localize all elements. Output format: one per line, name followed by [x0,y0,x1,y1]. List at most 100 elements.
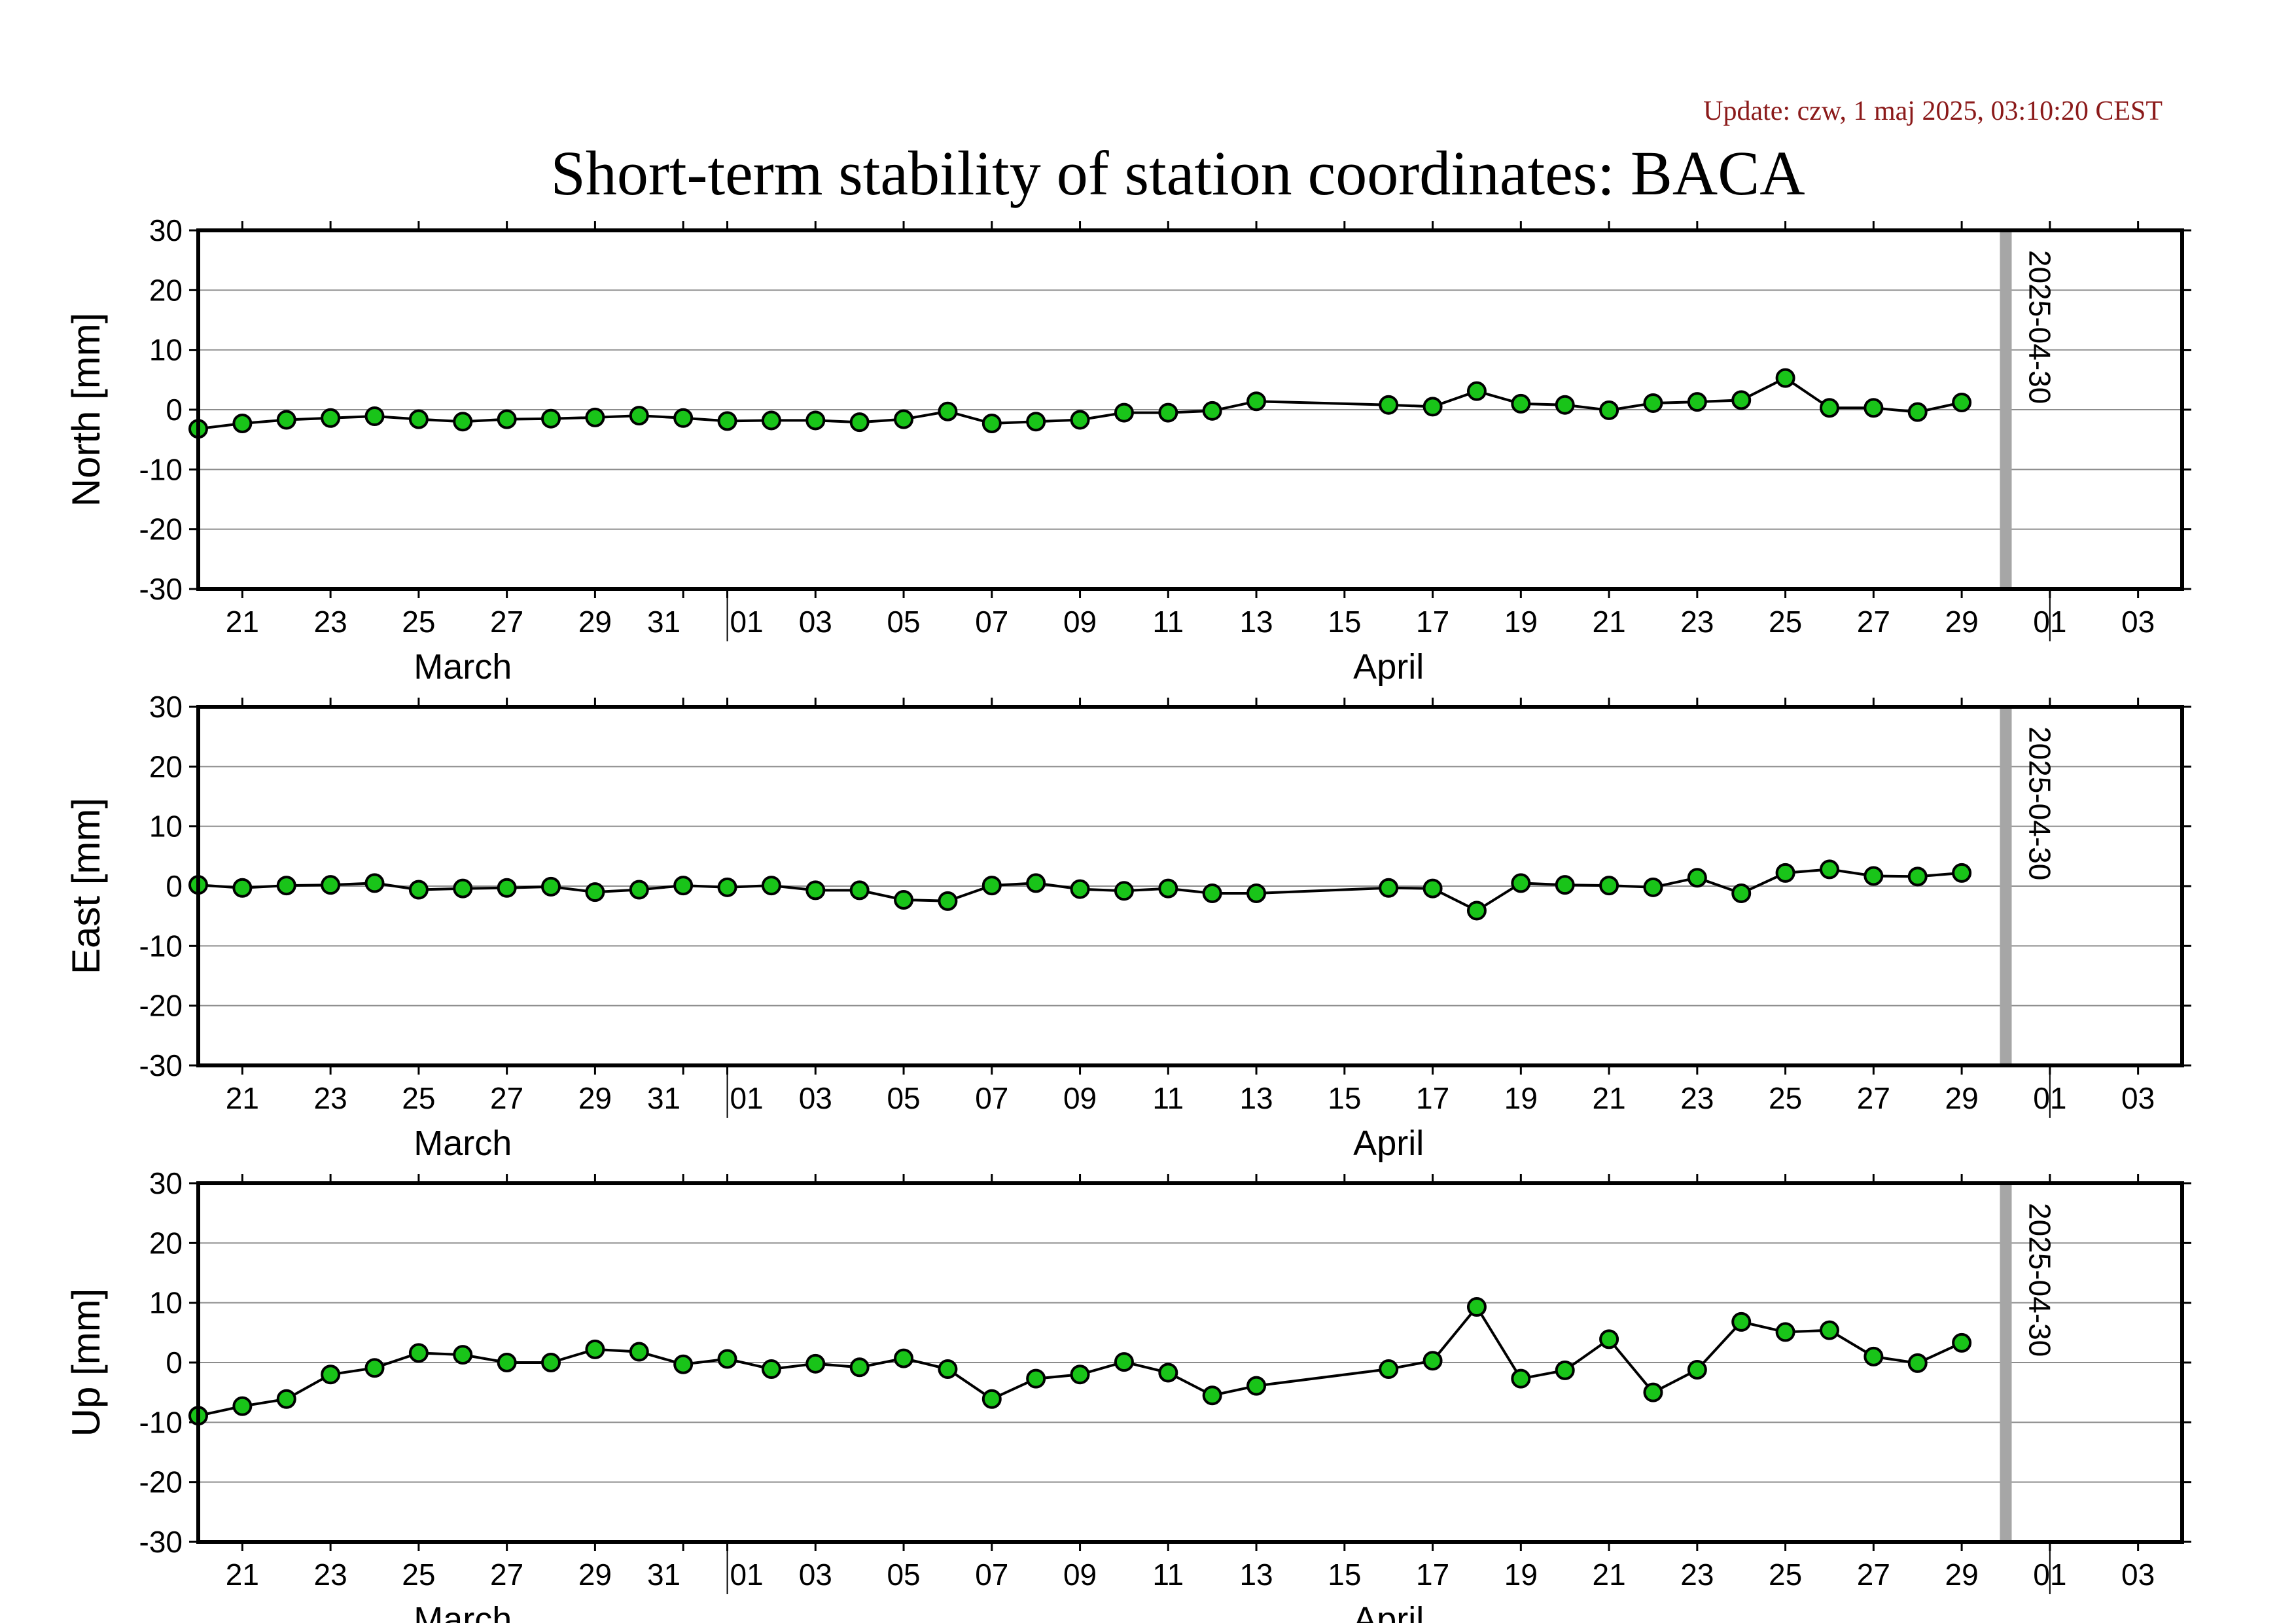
x-tick-label: 25 [402,605,435,639]
data-point [717,877,737,897]
x-tick-label: 07 [975,1081,1008,1115]
data-point [585,882,605,902]
data-point [761,410,781,431]
data-point [1599,1329,1619,1349]
data-point [1422,397,1443,417]
data-point [1952,1332,1972,1353]
x-tick-label: 19 [1504,1558,1538,1592]
data-point [1246,391,1267,412]
x-tick-label: 21 [226,1558,259,1592]
data-point [981,876,1002,896]
data-point [585,1339,605,1359]
month-label: April [1353,647,1424,687]
data-point [497,409,517,429]
data-point [938,1359,958,1380]
data-point [232,878,253,898]
y-tick-label: 30 [149,213,183,247]
data-point [1643,1382,1663,1402]
data-point [1114,1352,1134,1372]
x-tick-label: 01 [730,1558,764,1592]
month-label: April [1353,1124,1424,1163]
data-point [1731,1311,1752,1332]
x-tick-label: 15 [1328,1558,1361,1592]
date-marker-bar [2000,1183,2012,1542]
x-tick-label: 09 [1063,605,1097,639]
data-point [1819,398,1839,418]
y-tick-label: 0 [166,1346,183,1380]
data-point [629,1342,649,1362]
x-tick-label: 01 [730,605,764,639]
x-tick-label: 05 [887,605,920,639]
x-tick-label: 13 [1239,1081,1273,1115]
data-point [1070,410,1090,430]
plot-frame [196,1181,2184,1544]
x-tick-label: 13 [1239,1558,1273,1592]
data-point [497,1353,517,1372]
data-point [1466,381,1487,401]
x-tick-label: 17 [1416,1081,1449,1115]
y-tick-label: -20 [139,989,183,1023]
data-point [408,1343,429,1363]
x-tick-label: 09 [1063,1558,1097,1592]
data-point [1466,901,1487,921]
data-point [1511,393,1531,414]
data-point [849,1357,870,1378]
data-point [1202,883,1222,903]
data-point [1026,1368,1046,1389]
x-tick-label: 01 [730,1081,764,1115]
x-tick-label: 07 [975,605,1008,639]
x-tick-label: 23 [1680,1558,1714,1592]
x-tick-label: 09 [1063,1081,1097,1115]
data-point [1026,412,1046,432]
x-tick-label: 21 [1593,605,1626,639]
data-point [1687,1359,1707,1380]
data-point [1643,393,1663,413]
x-tick-label: 25 [402,1081,435,1115]
y-tick-label: -10 [139,452,183,486]
data-point [1466,1297,1487,1317]
data-point [1775,863,1795,883]
x-tick-label: 31 [647,1081,680,1115]
x-tick-label: 29 [578,1558,612,1592]
data-point [1422,878,1443,899]
data-point [1731,390,1752,410]
x-tick-label: 25 [1769,1081,1802,1115]
y-tick-label: 20 [149,1226,183,1260]
y-axis-label: Up [mm] [64,1289,108,1437]
data-point [1775,1322,1795,1342]
data-point [232,414,253,434]
plot-frame [196,228,2184,591]
x-tick-label: 29 [578,1081,612,1115]
data-point [585,407,605,427]
data-point [849,880,870,901]
data-point [1907,1353,1928,1373]
data-point [1555,875,1575,895]
x-tick-label: 29 [1945,1081,1979,1115]
data-point [1687,868,1707,888]
x-tick-label: 27 [1857,1081,1890,1115]
x-tick-label: 15 [1328,605,1361,639]
panel-2: 30 20 10 0 -10 -20 -30 East [mm] 21 23 25 27 29 31 01 0… [64,690,2191,1163]
x-tick-label: 29 [578,605,612,639]
date-marker-bar [2000,707,2012,1065]
data-point [981,1389,1002,1409]
x-tick-label: 17 [1416,605,1449,639]
x-tick-label: 25 [1769,605,1802,639]
x-tick-label: 31 [647,605,680,639]
x-tick-label: 07 [975,1558,1008,1592]
data-point [1907,866,1928,887]
data-point [673,876,694,896]
x-tick-label: 27 [490,1558,523,1592]
x-tick-label: 21 [226,1081,259,1115]
data-point [453,1345,473,1365]
chart-title: Short-term stability of station coordina… [550,138,1805,208]
data-point [497,878,517,898]
data-point [673,408,694,428]
x-tick-label: 23 [314,1081,347,1115]
x-tick-label: 11 [1152,605,1184,639]
data-point [1952,393,1972,413]
data-point [1775,368,1795,388]
data-point [1555,1360,1575,1380]
y-tick-label: -10 [139,929,183,963]
